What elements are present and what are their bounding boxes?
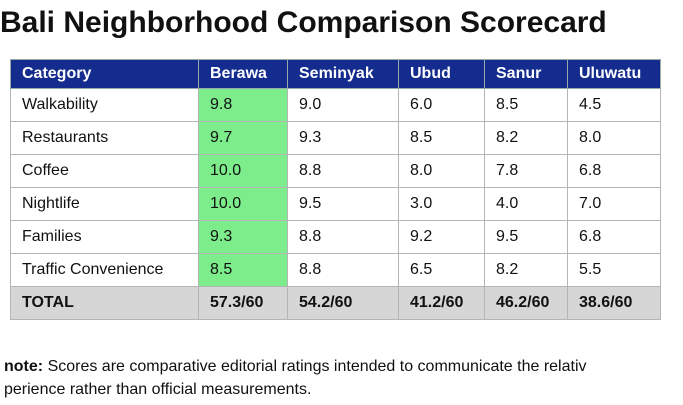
row-label: Coffee — [10, 154, 199, 188]
score-cell: 8.0 — [398, 154, 485, 188]
column-header: Sanur — [484, 59, 568, 89]
score-cell: 9.3 — [198, 220, 288, 254]
column-header: Berawa — [198, 59, 288, 89]
score-cell: 9.0 — [287, 88, 399, 122]
table-row: Nightlife 10.0 9.5 3.0 4.0 7.0 — [10, 187, 661, 221]
total-row: TOTAL 57.3/60 54.2/60 41.2/60 46.2/60 38.6/60 — [10, 286, 661, 320]
table-row: Walkability 9.8 9.0 6.0 8.5 4.5 — [10, 88, 661, 122]
row-label: Restaurants — [10, 121, 199, 155]
score-cell: 8.5 — [398, 121, 485, 155]
table-body: Walkability 9.8 9.0 6.0 8.5 4.5 Restaurants 9.7… — [10, 88, 661, 320]
total-cell: 46.2/60 — [484, 286, 568, 320]
score-cell: 8.8 — [287, 154, 399, 188]
score-cell: 9.3 — [287, 121, 399, 155]
note-line: perience rather than official measuremen… — [4, 381, 311, 399]
row-label: Traffic Convenience — [10, 253, 199, 287]
score-cell: 8.8 — [287, 220, 399, 254]
note-text: Scores are comparative editorial ratings… — [47, 358, 587, 375]
score-cell: 9.7 — [198, 121, 288, 155]
note-text: perience rather than official measuremen… — [4, 381, 312, 398]
column-header: Ubud — [398, 59, 485, 89]
total-label: TOTAL — [10, 286, 199, 320]
score-cell: 8.2 — [484, 121, 568, 155]
score-cell: 9.8 — [198, 88, 288, 122]
score-cell: 9.5 — [484, 220, 568, 254]
score-cell: 8.0 — [567, 121, 661, 155]
score-cell: 10.0 — [198, 187, 288, 221]
score-cell: 7.8 — [484, 154, 568, 188]
total-cell: 38.6/60 — [567, 286, 661, 320]
total-cell: 57.3/60 — [198, 286, 288, 320]
score-cell: 6.0 — [398, 88, 485, 122]
table-head: Category Berawa Seminyak Ubud Sanur Uluwatu — [10, 59, 661, 89]
header-row: Category Berawa Seminyak Ubud Sanur Uluwatu — [10, 59, 661, 89]
table-row: Coffee 10.0 8.8 8.0 7.8 6.8 — [10, 154, 661, 188]
note-label: note: — [4, 358, 44, 375]
row-label: Families — [10, 220, 199, 254]
note-line: note: Scores are comparative editorial r… — [4, 358, 587, 376]
table-row: Traffic Convenience 8.5 8.8 6.5 8.2 5.5 — [10, 253, 661, 287]
title: Bali Neighborhood Comparison Scorecard — [0, 6, 607, 39]
score-cell: 3.0 — [398, 187, 485, 221]
score-cell: 9.2 — [398, 220, 485, 254]
score-cell: 10.0 — [198, 154, 288, 188]
row-label: Nightlife — [10, 187, 199, 221]
score-cell: 4.0 — [484, 187, 568, 221]
score-cell: 8.2 — [484, 253, 568, 287]
table-row: Families 9.3 8.8 9.2 9.5 6.8 — [10, 220, 661, 254]
column-header: Uluwatu — [567, 59, 661, 89]
score-cell: 7.0 — [567, 187, 661, 221]
total-cell: 54.2/60 — [287, 286, 399, 320]
column-header: Seminyak — [287, 59, 399, 89]
score-cell: 5.5 — [567, 253, 661, 287]
score-cell: 8.5 — [198, 253, 288, 287]
table-row: Restaurants 9.7 9.3 8.5 8.2 8.0 — [10, 121, 661, 155]
score-cell: 9.5 — [287, 187, 399, 221]
scorecard-table: Category Berawa Seminyak Ubud Sanur Uluwatu W… — [10, 59, 661, 320]
row-label: Walkability — [10, 88, 199, 122]
score-cell: 6.8 — [567, 220, 661, 254]
column-header: Category — [10, 59, 199, 89]
score-cell: 6.8 — [567, 154, 661, 188]
total-cell: 41.2/60 — [398, 286, 485, 320]
score-cell: 8.5 — [484, 88, 568, 122]
score-cell: 4.5 — [567, 88, 661, 122]
score-cell: 8.8 — [287, 253, 399, 287]
score-cell: 6.5 — [398, 253, 485, 287]
